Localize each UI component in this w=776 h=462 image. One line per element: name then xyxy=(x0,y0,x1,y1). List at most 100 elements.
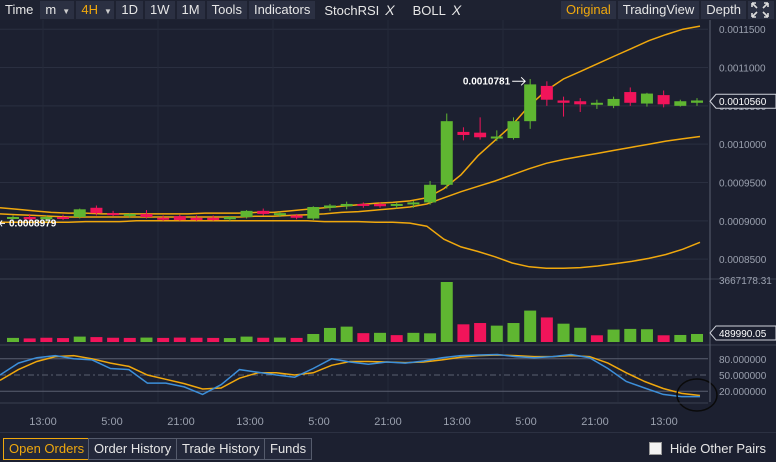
fullscreen-button[interactable] xyxy=(748,1,774,19)
volume-bar xyxy=(7,337,19,342)
chart-grid xyxy=(0,20,776,402)
time-axis-label: 5:00 xyxy=(308,416,329,428)
orders-tab-bar: Open Orders Order History Trade History … xyxy=(0,432,776,462)
price-tick-label: 0.0009000 xyxy=(719,217,767,228)
volume-bar xyxy=(607,329,620,342)
volume-bar xyxy=(223,338,236,342)
stoch-tick-label: 80.000000 xyxy=(719,355,767,366)
volume-bar xyxy=(40,337,53,342)
candle-body xyxy=(691,100,703,103)
candle-body xyxy=(490,136,503,139)
candle-body xyxy=(474,132,487,138)
volume-bar xyxy=(340,326,353,342)
volume-bar xyxy=(23,338,36,342)
indicators-button[interactable]: Indicators xyxy=(248,1,316,19)
open-orders-tab[interactable]: Open Orders xyxy=(3,438,91,460)
caret-down-icon: ▼ xyxy=(104,7,112,16)
volume-bar xyxy=(323,327,336,342)
view-mode-group: Original TradingView Depth xyxy=(560,0,776,20)
candle-body xyxy=(374,203,387,207)
volume-bar xyxy=(574,327,587,342)
interval-1w-button[interactable]: 1W xyxy=(145,1,175,19)
price-tick-label: 0.0008500 xyxy=(719,255,767,266)
volume-bar xyxy=(557,323,570,342)
stoch-tick-label: 50.000000 xyxy=(719,371,767,382)
original-view-button[interactable]: Original xyxy=(560,1,616,19)
candle-body xyxy=(207,217,220,221)
hide-other-pairs-option[interactable]: Hide Other Pairs xyxy=(648,441,766,456)
volume-bar xyxy=(240,336,253,342)
interval-4h-dropdown[interactable]: 4H ▼ xyxy=(76,1,115,19)
candle-body xyxy=(307,207,320,219)
stoch-k-line xyxy=(0,353,700,398)
chart-axes xyxy=(0,20,711,404)
checkbox-icon[interactable] xyxy=(648,442,662,455)
candle-body xyxy=(607,98,620,106)
volume-bar xyxy=(457,324,470,342)
time-axis-label: 21:00 xyxy=(374,416,402,428)
candle-body xyxy=(157,217,170,220)
volume-bar xyxy=(407,332,420,342)
tools-button[interactable]: Tools xyxy=(206,1,247,19)
candle-body xyxy=(357,203,370,206)
price-chart[interactable]: 0.00115000.00110000.00105000.00100000.00… xyxy=(0,20,776,432)
candle-body xyxy=(457,131,470,135)
candle-body xyxy=(540,85,553,100)
volume-bar xyxy=(140,337,153,342)
volume-bar xyxy=(390,335,403,342)
volume-bar xyxy=(540,317,553,342)
interval-1m-button[interactable]: 1M xyxy=(176,1,205,19)
volume-bar xyxy=(357,333,370,342)
candle-body xyxy=(323,205,336,208)
candle-body xyxy=(223,216,236,220)
candle-body xyxy=(123,213,136,216)
trade-history-tab[interactable]: Trade History xyxy=(176,438,266,460)
candle-body xyxy=(557,100,570,103)
stochrsi-indicator-tag: StochRSI X xyxy=(319,1,399,19)
price-tick-label: 0.0010000 xyxy=(719,140,767,151)
time-axis-label: 5:00 xyxy=(515,416,536,428)
volume-bars xyxy=(7,282,703,342)
time-axis-label: 21:00 xyxy=(167,416,195,428)
candle-body xyxy=(107,213,120,216)
order-history-tab[interactable]: Order History xyxy=(88,438,178,460)
volume-bar xyxy=(107,337,120,342)
candle-body xyxy=(574,101,587,105)
boll-mid-line xyxy=(0,135,701,218)
low-price-annotation: 0.0008979 xyxy=(9,218,57,229)
volume-bar xyxy=(307,333,320,342)
volume-bar xyxy=(157,337,170,342)
volume-bar xyxy=(624,328,637,342)
volume-bar xyxy=(674,334,687,342)
volume-bar xyxy=(657,335,670,342)
volume-bar xyxy=(424,333,437,342)
volume-bar xyxy=(374,332,387,342)
tradingview-button[interactable]: TradingView xyxy=(617,1,700,19)
candle-body xyxy=(73,209,86,217)
volume-bar xyxy=(207,337,220,342)
remove-stochrsi-icon[interactable]: X xyxy=(385,2,395,18)
candle-body xyxy=(173,216,186,221)
minute-interval-dropdown[interactable]: m ▼ xyxy=(40,1,75,19)
candle-body xyxy=(507,121,520,139)
candle-body xyxy=(390,203,403,206)
caret-down-icon: ▼ xyxy=(62,7,71,16)
boll-indicator-tag: BOLL X xyxy=(408,1,467,19)
remove-boll-icon[interactable]: X xyxy=(451,2,462,18)
candle-body xyxy=(23,216,36,220)
depth-button[interactable]: Depth xyxy=(701,1,746,19)
time-label: Time xyxy=(5,2,34,17)
interval-1d-button[interactable]: 1D xyxy=(116,1,144,19)
candle-body xyxy=(140,213,153,217)
candle-body xyxy=(440,121,453,185)
price-tick-label: 0.0011500 xyxy=(719,25,766,36)
candles-layer xyxy=(7,79,703,222)
price-tick-label: 0.0009500 xyxy=(719,178,767,189)
funds-tab[interactable]: Funds xyxy=(264,438,313,460)
time-axis-label: 5:00 xyxy=(101,416,122,428)
minute-label: m xyxy=(45,2,57,17)
stoch-tick-label: 20.000000 xyxy=(719,387,767,398)
volume-bar xyxy=(57,338,70,342)
hide-other-pairs-label: Hide Other Pairs xyxy=(669,441,766,456)
volume-bar xyxy=(273,337,286,342)
